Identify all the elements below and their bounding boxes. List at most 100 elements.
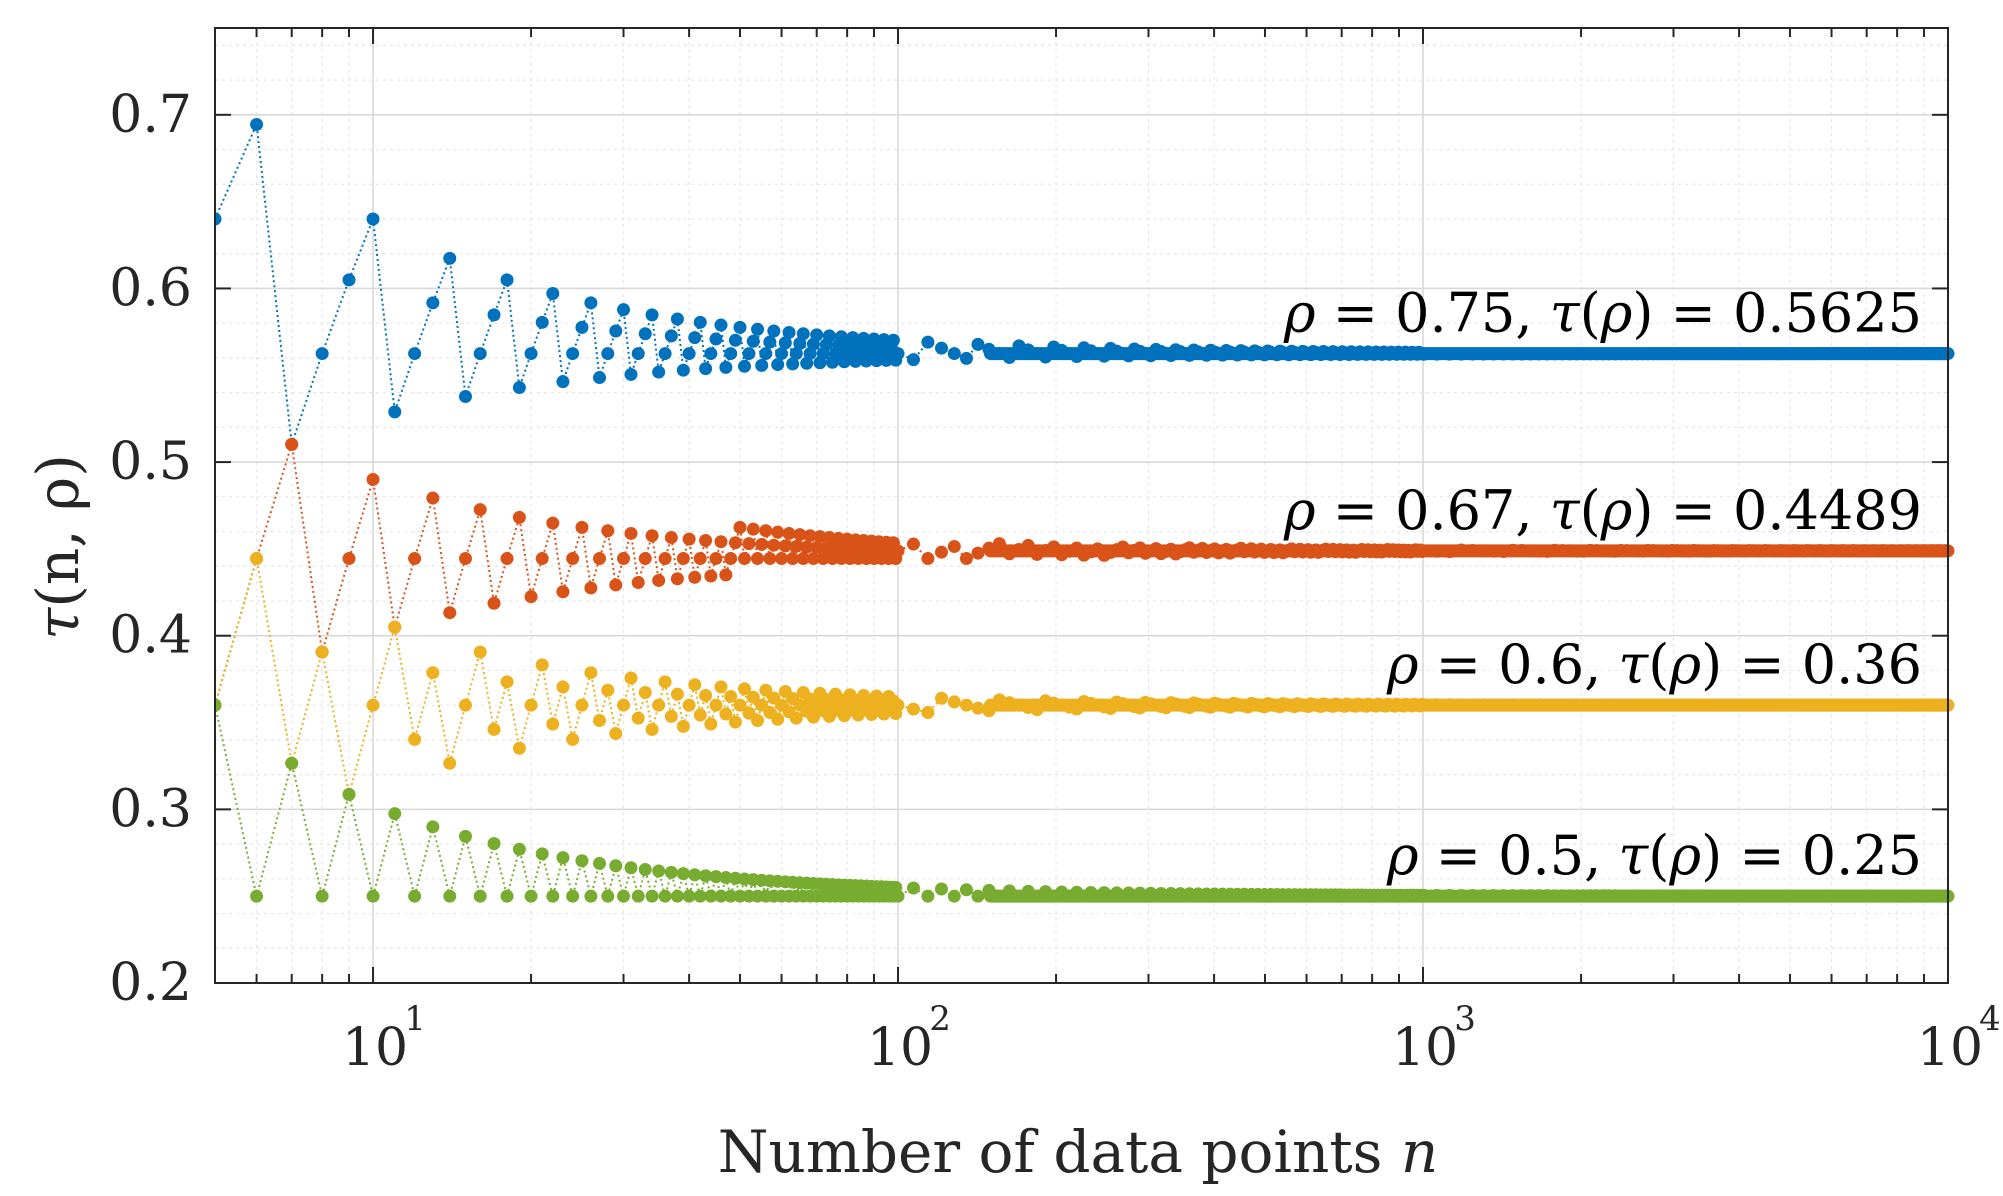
data-point — [388, 807, 402, 821]
data-point — [763, 335, 777, 349]
data-point — [408, 889, 422, 903]
data-point — [512, 741, 526, 755]
series-label-rho-0.6: ρ = 0.6, τ(ρ) = 0.36 — [1386, 633, 1922, 696]
data-point — [947, 889, 961, 903]
data-point — [906, 353, 920, 367]
data-point — [947, 347, 961, 361]
data-point — [487, 596, 501, 610]
y-tick-label: 0.5 — [109, 432, 192, 492]
data-point — [714, 318, 728, 332]
data-point — [524, 590, 538, 604]
data-point — [458, 698, 472, 712]
data-point — [652, 573, 666, 587]
series-rho-0.6 — [215, 552, 1955, 801]
data-point — [458, 552, 472, 566]
data-point — [959, 552, 973, 566]
data-point — [512, 381, 526, 395]
series-label-rho-0.67: ρ = 0.67, τ(ρ) = 0.4489 — [1283, 479, 1922, 542]
data-point — [676, 552, 690, 566]
data-point — [342, 273, 356, 287]
data-point — [934, 691, 948, 705]
data-point — [709, 870, 723, 884]
data-point — [709, 332, 723, 346]
data-point — [426, 666, 440, 680]
data-point — [959, 351, 973, 365]
data-point — [693, 708, 707, 722]
data-point — [487, 308, 501, 322]
data-point — [778, 336, 792, 350]
x-tick-label: 103 — [1392, 999, 1476, 1078]
data-point — [971, 701, 985, 715]
data-point — [342, 787, 356, 801]
data-point — [682, 347, 696, 361]
data-point — [315, 347, 329, 361]
x-tick-label: 104 — [1917, 999, 2001, 1078]
data-point — [971, 546, 985, 560]
data-point — [408, 732, 422, 746]
data-point — [728, 536, 742, 550]
data-point — [426, 296, 440, 310]
data-point — [733, 520, 747, 534]
data-point — [704, 889, 718, 903]
data-point — [624, 526, 638, 540]
data-point — [786, 552, 800, 566]
y-axis-title-args: (n, ρ) — [24, 454, 92, 608]
data-point — [704, 347, 718, 361]
data-point — [566, 552, 580, 566]
data-point — [810, 328, 824, 342]
data-point — [443, 756, 457, 770]
data-point — [617, 552, 631, 566]
data-point — [782, 325, 796, 339]
x-tick-label-base: 10 — [1917, 1018, 1983, 1078]
y-axis-title-fn: τ — [24, 607, 92, 640]
data-point — [670, 312, 684, 326]
data-point — [751, 322, 765, 336]
data-point — [751, 714, 765, 728]
data-point — [759, 347, 773, 361]
data-point — [921, 552, 935, 566]
x-tick-label-exponent: 4 — [1979, 999, 2001, 1039]
series-rho-0.67 — [215, 437, 1955, 712]
data-point — [947, 539, 961, 553]
data-point — [778, 539, 792, 553]
data-point — [575, 698, 589, 712]
plot-area-border — [214, 27, 1949, 984]
data-point — [921, 889, 935, 903]
data-point — [535, 552, 549, 566]
series-layer — [215, 117, 1955, 903]
data-point — [285, 437, 299, 451]
data-point — [682, 889, 696, 903]
data-point — [771, 712, 785, 726]
data-point — [664, 329, 678, 343]
x-tick-label-base: 10 — [867, 1018, 933, 1078]
data-point — [742, 347, 756, 361]
data-point — [676, 867, 690, 881]
data-point — [593, 371, 606, 385]
data-point — [906, 537, 920, 551]
data-point — [645, 308, 659, 322]
major-grid — [215, 28, 1948, 984]
series-label-rho-0.5: ρ = 0.5, τ(ρ) = 0.25 — [1386, 824, 1922, 887]
data-point — [609, 324, 623, 338]
data-point — [733, 889, 747, 903]
data-point — [724, 552, 738, 566]
data-point — [775, 552, 789, 566]
data-point — [704, 717, 718, 731]
data-point — [719, 871, 733, 885]
data-point — [593, 714, 606, 728]
data-point — [408, 347, 422, 361]
data-point — [285, 756, 299, 770]
data-point — [473, 889, 487, 903]
data-point — [609, 578, 623, 592]
data-point — [500, 675, 514, 689]
data-point — [500, 273, 514, 287]
data-point — [825, 552, 839, 566]
data-point — [755, 358, 769, 372]
data-point — [524, 347, 538, 361]
data-point — [699, 534, 713, 547]
data-point — [535, 847, 549, 861]
data-point — [693, 552, 707, 566]
data-point — [682, 532, 696, 546]
series-label-rho-0.75: ρ = 0.75, τ(ρ) = 0.5625 — [1283, 282, 1922, 345]
data-point — [584, 296, 598, 310]
